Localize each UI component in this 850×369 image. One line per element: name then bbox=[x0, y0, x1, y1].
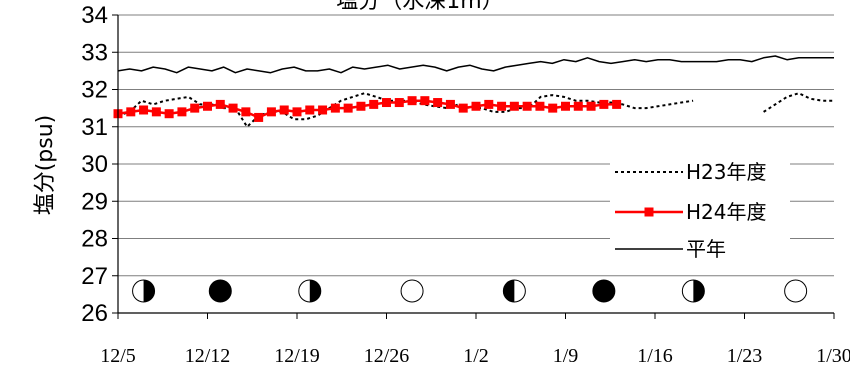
x-tick-label: 12/19 bbox=[274, 345, 320, 367]
series-group bbox=[113, 55, 834, 128]
moon-dark-half bbox=[503, 280, 515, 302]
x-tick-label: 1/23 bbox=[727, 345, 763, 367]
moon-phase-full-moon-icon bbox=[400, 279, 424, 303]
gridlines bbox=[118, 14, 834, 277]
y-tick-label: 34 bbox=[81, 2, 108, 29]
data-point-marker bbox=[509, 101, 519, 111]
series-1 bbox=[113, 96, 622, 122]
data-point-marker bbox=[318, 105, 328, 115]
data-point-marker bbox=[369, 99, 379, 109]
series-2 bbox=[117, 55, 834, 74]
data-point-marker bbox=[292, 107, 302, 117]
data-point-marker bbox=[445, 99, 455, 109]
y-tick-label: 27 bbox=[81, 263, 108, 290]
data-point-marker bbox=[394, 98, 404, 108]
x-tick-label: 12/12 bbox=[185, 345, 231, 367]
data-point-marker bbox=[228, 103, 238, 113]
data-point-marker bbox=[522, 101, 532, 111]
data-point-marker bbox=[586, 101, 596, 111]
data-point-marker bbox=[497, 101, 507, 111]
y-tick-label: 29 bbox=[81, 188, 108, 215]
legend-swatch-marker bbox=[644, 207, 654, 217]
moon-phase-new-moon-icon bbox=[592, 279, 616, 303]
y-tick-label: 28 bbox=[81, 226, 108, 253]
legend-label: 平年 bbox=[686, 237, 726, 261]
series-line bbox=[117, 99, 617, 119]
series-line bbox=[117, 55, 834, 74]
data-point-marker bbox=[458, 103, 468, 113]
x-tick-label: 12/26 bbox=[364, 345, 410, 367]
data-point-marker bbox=[548, 103, 558, 113]
x-tick-label: 12/5 bbox=[100, 345, 136, 367]
data-point-marker bbox=[266, 107, 276, 117]
y-tick-label: 30 bbox=[81, 151, 108, 178]
moon-phase-new-moon-icon bbox=[208, 279, 232, 303]
series-line bbox=[763, 92, 834, 113]
data-point-marker bbox=[305, 105, 315, 115]
data-point-marker bbox=[203, 101, 212, 111]
new-moon-icon bbox=[208, 279, 232, 303]
moon-phase-full-moon-icon bbox=[784, 279, 808, 303]
x-axis-ticks: 12/5 12/12 12/19 12/26 1/2 1/9 1/16 1/23 1/30 bbox=[100, 345, 850, 367]
moon-dark-half bbox=[309, 280, 321, 302]
y-axis-ticks: 26 27 28 29 30 31 32 33 34 bbox=[81, 2, 108, 327]
data-point-marker bbox=[471, 101, 481, 111]
x-tick-label: 1/30 bbox=[816, 345, 850, 367]
data-point-marker bbox=[612, 99, 622, 109]
moon-dark-half bbox=[693, 280, 705, 302]
data-point-marker bbox=[535, 101, 545, 111]
data-point-marker bbox=[330, 103, 340, 113]
data-point-marker bbox=[279, 105, 289, 115]
data-point-marker bbox=[254, 112, 264, 122]
data-point-marker bbox=[241, 107, 251, 117]
x-tick-label: 1/2 bbox=[463, 345, 489, 367]
moon-phase-row bbox=[132, 279, 808, 303]
y-tick-label: 33 bbox=[81, 39, 108, 66]
x-tick-label: 1/16 bbox=[637, 345, 673, 367]
data-point-marker bbox=[484, 99, 494, 109]
y-tick-label: 31 bbox=[81, 114, 108, 141]
moon-dark-half bbox=[143, 280, 155, 302]
x-tick-label: 1/9 bbox=[553, 345, 579, 367]
data-point-marker bbox=[343, 103, 353, 113]
legend-label: H23年度 bbox=[686, 160, 767, 184]
data-point-marker bbox=[356, 101, 366, 111]
data-point-marker bbox=[382, 98, 391, 108]
data-point-marker bbox=[420, 96, 430, 106]
moon-phase-first-quarter-icon bbox=[132, 279, 156, 303]
data-point-marker bbox=[573, 101, 583, 111]
new-moon-icon bbox=[592, 279, 616, 303]
y-axis-label: 塩分(psu) bbox=[33, 115, 58, 216]
chart-title: 塩分（水深1m） bbox=[336, 0, 503, 14]
y-tick-label: 26 bbox=[81, 300, 108, 327]
data-point-marker bbox=[433, 98, 443, 108]
moon-phase-first-quarter-icon bbox=[681, 279, 705, 303]
data-point-marker bbox=[215, 99, 225, 109]
data-point-marker bbox=[561, 101, 570, 111]
data-point-marker bbox=[177, 107, 187, 117]
y-tick-label: 32 bbox=[81, 77, 108, 104]
full-moon-icon bbox=[400, 279, 424, 303]
data-point-marker bbox=[126, 107, 136, 117]
legend-label: H24年度 bbox=[686, 200, 767, 224]
data-point-marker bbox=[139, 105, 149, 115]
data-point-marker bbox=[190, 103, 200, 113]
full-moon-icon bbox=[784, 279, 808, 303]
axes bbox=[112, 14, 835, 319]
data-point-marker bbox=[599, 99, 609, 109]
data-point-marker bbox=[164, 109, 174, 119]
data-point-marker bbox=[407, 96, 417, 106]
moon-phase-first-quarter-icon bbox=[298, 279, 322, 303]
data-point-marker bbox=[151, 107, 161, 117]
moon-phase-last-quarter-icon bbox=[502, 279, 526, 303]
